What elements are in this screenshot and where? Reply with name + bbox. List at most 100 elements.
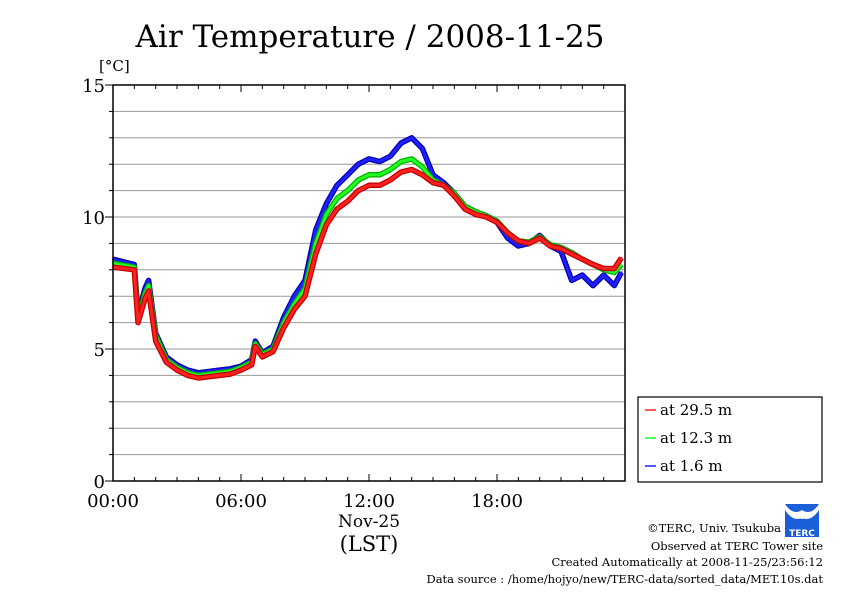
- data-point: [389, 155, 392, 158]
- data-point: [218, 374, 221, 377]
- data-point: [620, 263, 623, 266]
- data-point: [250, 363, 253, 367]
- data-point: [421, 165, 424, 169]
- data-point: [239, 368, 243, 372]
- data-point: [271, 350, 275, 353]
- data-point: [229, 372, 232, 376]
- data-point: [410, 136, 413, 139]
- copyright-text: ©TERC, Univ. Tsukuba: [647, 521, 781, 535]
- date-label: Nov-25: [338, 512, 400, 532]
- legend-item: at 29.5 m: [645, 401, 732, 419]
- data-point: [136, 321, 140, 324]
- data-point: [303, 295, 307, 298]
- legend-label: at 1.6 m: [660, 457, 723, 475]
- data-point: [197, 376, 200, 380]
- data-point: [314, 229, 317, 232]
- data-point: [421, 173, 424, 176]
- x-tick-label: 12:00: [343, 491, 395, 512]
- data-point: [165, 361, 168, 364]
- series-2: [111, 135, 624, 376]
- chart-title: Air Temperature / 2008-11-25: [135, 19, 605, 55]
- data-point: [517, 239, 520, 242]
- x-axis-label: (LST): [340, 532, 399, 556]
- data-point: [620, 256, 623, 260]
- series-lines: [111, 135, 624, 381]
- data-point: [357, 178, 360, 182]
- data-point: [357, 189, 360, 192]
- legend-item: at 1.6 m: [645, 457, 723, 475]
- data-point: [261, 355, 264, 359]
- source-text: Data source : /home/hojyo/new/TERC-data/…: [426, 572, 823, 586]
- data-point: [335, 197, 339, 200]
- data-point: [367, 157, 371, 161]
- data-point: [527, 242, 531, 245]
- data-point: [282, 326, 285, 330]
- data-point: [591, 263, 595, 266]
- data-point: [570, 252, 573, 256]
- data-point: [399, 160, 403, 163]
- x-tick-label: 06:00: [215, 491, 267, 512]
- data-point: [570, 279, 573, 282]
- y-tick-label: 10: [82, 208, 105, 229]
- data-point: [613, 267, 616, 270]
- data-point: [335, 184, 339, 187]
- data-point: [581, 273, 584, 277]
- data-point: [378, 173, 381, 176]
- data-point: [463, 207, 467, 211]
- data-point: [453, 194, 456, 198]
- x-tick-label: 18:00: [471, 491, 523, 512]
- data-point: [389, 178, 392, 182]
- data-point: [346, 189, 349, 192]
- data-point: [549, 244, 552, 248]
- legend: at 29.5 m at 12.3 m at 1.6 m: [637, 396, 823, 483]
- data-point: [325, 202, 328, 205]
- y-axis-unit: [°C]: [99, 57, 130, 75]
- data-point: [293, 308, 296, 311]
- series-line-outline: [112, 166, 624, 381]
- data-point: [367, 173, 371, 176]
- legend-box: [637, 396, 823, 483]
- data-point: [517, 244, 520, 248]
- data-point: [367, 184, 371, 187]
- data-point: [314, 252, 317, 256]
- data-point: [314, 242, 317, 245]
- data-point: [133, 268, 136, 271]
- created-text: Created Automatically at 2008-11-25/23:5…: [552, 555, 824, 569]
- data-point: [143, 297, 147, 301]
- data-point: [399, 141, 403, 145]
- data-point: [399, 170, 403, 174]
- data-point: [154, 339, 157, 343]
- data-point: [147, 284, 150, 287]
- logo-text: TERC: [789, 529, 815, 539]
- data-point: [506, 236, 509, 240]
- data-point: [538, 236, 541, 240]
- series-line: [112, 168, 623, 380]
- observed-text: Observed at TERC Tower site: [651, 539, 823, 553]
- legend-label: at 12.3 m: [660, 429, 732, 447]
- data-point: [613, 271, 616, 274]
- data-point: [495, 221, 499, 224]
- terc-logo: TERC: [785, 504, 819, 539]
- x-tick-label: 00:00: [87, 491, 139, 512]
- data-point: [254, 345, 257, 348]
- data-point: [346, 199, 349, 203]
- series-line: [112, 157, 623, 377]
- data-point: [581, 258, 584, 261]
- data-point: [147, 279, 150, 282]
- data-point: [474, 213, 477, 216]
- data-point: [325, 213, 328, 216]
- data-point: [325, 223, 328, 227]
- data-point: [602, 267, 605, 270]
- data-point: [613, 284, 616, 287]
- data-point: [357, 163, 360, 166]
- data-point: [378, 184, 381, 187]
- y-tick-label: 5: [94, 340, 105, 361]
- data-point: [335, 207, 339, 211]
- legend-label: at 29.5 m: [660, 401, 732, 419]
- data-point: [378, 160, 381, 163]
- data-point: [559, 247, 563, 250]
- data-point: [485, 215, 488, 219]
- data-point: [591, 284, 595, 287]
- data-point: [147, 289, 150, 293]
- data-point: [410, 157, 413, 161]
